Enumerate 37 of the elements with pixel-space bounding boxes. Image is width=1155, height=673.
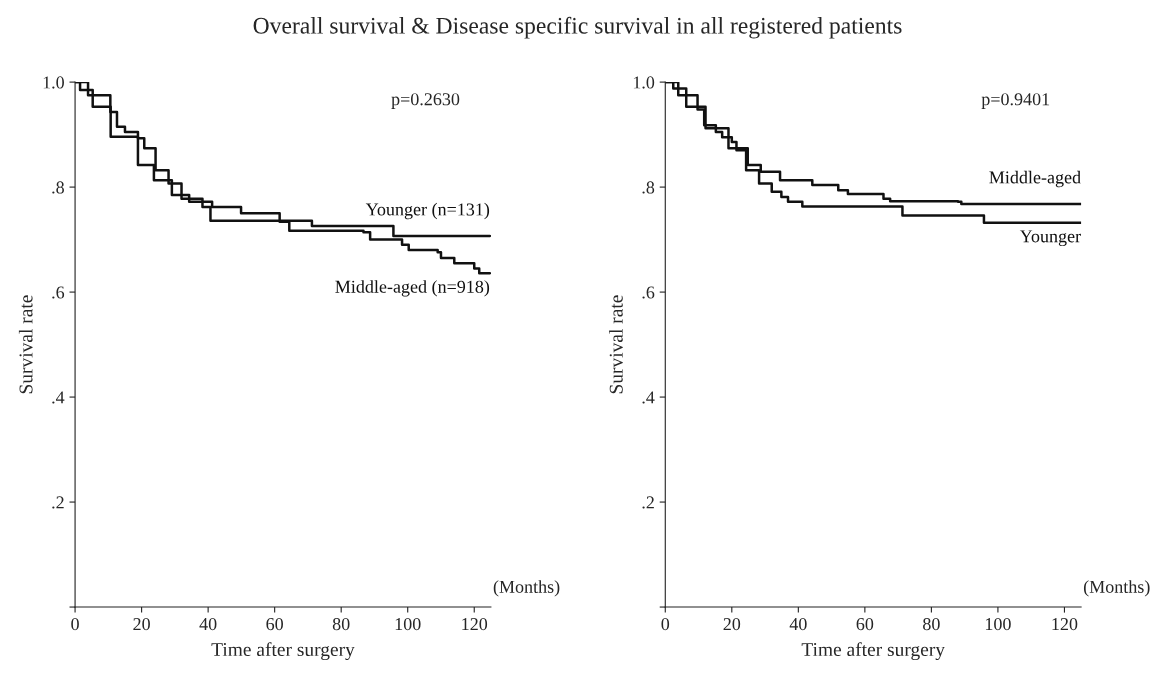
series-label: Younger (n=131) (365, 202, 490, 220)
x-axis-title: Time after surgery (801, 642, 945, 661)
x-tick-label: 20 (133, 617, 150, 631)
annotation: p=0.9401 (981, 93, 1050, 109)
series-label: Middle-aged (n=918) (335, 280, 490, 297)
x-tick-label: 120 (1052, 617, 1078, 631)
x-tick-label: 100 (985, 617, 1011, 631)
x-tick-label: 100 (395, 617, 421, 631)
x-tick-label: 0 (661, 617, 670, 631)
x-tick-label: 60 (266, 617, 283, 631)
y-axis-title: Survival rate (609, 295, 623, 394)
y-tick-label: .2 (642, 496, 654, 509)
x-tick-label: 80 (332, 617, 350, 631)
y-tick-label: 1.0 (43, 76, 64, 89)
text: (Months) (1083, 580, 1150, 597)
x-tick-label: 120 (462, 617, 488, 631)
x-tick-label: 40 (789, 617, 807, 631)
text: (Months) (493, 580, 560, 597)
annotation: p=0.2630 (391, 93, 460, 109)
y-tick-label: .4 (52, 391, 65, 404)
series-label: Younger (1019, 230, 1081, 247)
y-tick-label: 1.0 (633, 76, 655, 89)
text: Overall survival & Disease specific survival in all registered patients (253, 16, 902, 39)
x-tick-label: 20 (723, 617, 741, 631)
y-tick-label: .6 (52, 286, 65, 299)
y-tick-label: .8 (642, 181, 655, 194)
x-tick-label: 0 (71, 617, 79, 631)
x-tick-label: 60 (856, 617, 874, 631)
y-axis-title: Survival rate (18, 295, 33, 394)
x-axis-title: Time after surgery (211, 642, 355, 661)
y-tick-label: .6 (642, 286, 655, 299)
x-tick-label: 40 (199, 617, 217, 631)
y-tick-label: .8 (52, 181, 64, 194)
x-tick-label: 80 (923, 617, 940, 631)
series-label: Middle-aged (989, 170, 1081, 188)
y-tick-label: .2 (52, 496, 64, 509)
y-tick-label: .4 (642, 391, 655, 404)
